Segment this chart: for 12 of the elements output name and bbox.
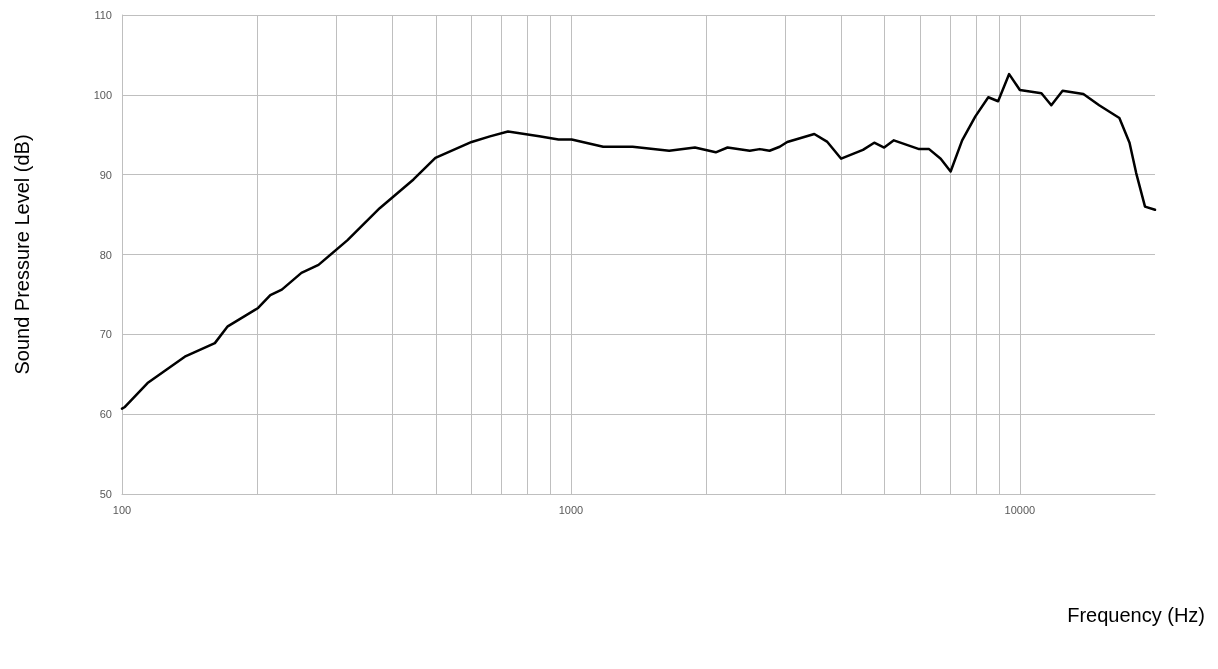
y-tick-label: 90 <box>99 168 112 181</box>
y-tick-label: 110 <box>94 9 112 21</box>
y-axis-title: Sound Pressure Level (dB) <box>11 134 33 375</box>
x-tick-label: 100 <box>112 503 132 516</box>
x-tick-label: 10000 <box>1004 503 1036 516</box>
y-tick-label: 50 <box>99 488 112 500</box>
x-tick-label: 1000 <box>558 503 584 516</box>
y-tick-label: 80 <box>99 248 112 261</box>
y-tick-label: 70 <box>99 328 112 341</box>
x-axis-title: Frequency (Hz) <box>1067 604 1205 626</box>
y-tick-label: 60 <box>99 408 112 421</box>
y-tick-label: 100 <box>93 88 112 101</box>
